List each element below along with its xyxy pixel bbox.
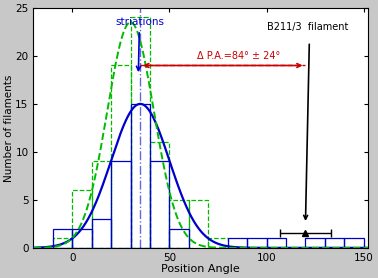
Bar <box>130 104 150 248</box>
Bar <box>92 219 111 248</box>
X-axis label: Position Angle: Position Angle <box>161 264 240 274</box>
Text: Δ P.A.=84° ± 24°: Δ P.A.=84° ± 24° <box>197 51 280 61</box>
Bar <box>92 162 111 248</box>
Bar <box>305 238 325 248</box>
Bar <box>72 190 92 248</box>
Bar <box>208 238 228 248</box>
Bar <box>111 162 130 248</box>
Bar <box>53 229 72 248</box>
Bar <box>72 229 92 248</box>
Bar <box>247 238 266 248</box>
Text: striations: striations <box>115 17 164 70</box>
Bar <box>111 66 130 248</box>
Bar <box>150 142 169 248</box>
Bar <box>344 238 364 248</box>
Bar <box>53 238 72 248</box>
Bar <box>266 238 286 248</box>
Text: B211/3  filament: B211/3 filament <box>266 22 348 32</box>
Bar <box>169 229 189 248</box>
Bar <box>150 162 169 248</box>
Bar <box>325 238 344 248</box>
Bar <box>189 200 208 248</box>
Bar <box>130 18 150 248</box>
Y-axis label: Number of filaments: Number of filaments <box>4 74 14 182</box>
Bar <box>228 238 247 248</box>
Bar <box>169 200 189 248</box>
